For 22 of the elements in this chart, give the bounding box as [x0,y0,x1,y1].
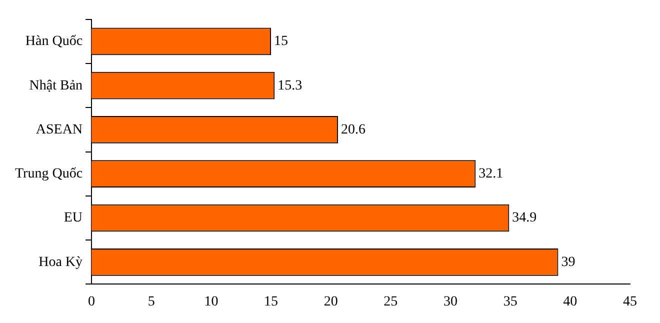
x-tick-label: 35 [503,294,518,310]
y-tick-label: EU [64,210,83,226]
data-label: 32.1 [478,166,504,182]
data-label: 15 [274,34,288,50]
data-label: 20.6 [341,122,366,138]
x-tick-label: 0 [88,294,96,310]
y-tick-label: Hàn Quốc [25,34,83,50]
y-tick-label: ASEAN [36,122,83,138]
y-tick-label: Hoa Kỳ [38,254,83,270]
y-tick-label: Nhật Bản [29,78,83,94]
x-tick-label: 40 [563,294,578,310]
x-tick-label: 45 [623,294,637,310]
x-tick-label: 20 [324,294,338,310]
x-tick-label: 10 [204,294,218,310]
data-label: 15.3 [278,78,302,94]
x-tick-label: 30 [444,294,458,310]
y-tick-label: Trung Quốc [15,166,83,182]
x-tick-label: 15 [264,294,278,310]
data-label: 39 [561,254,576,270]
x-tick-label: 5 [148,294,155,310]
data-label: 34.9 [512,210,537,226]
x-tick-label: 25 [384,294,398,310]
